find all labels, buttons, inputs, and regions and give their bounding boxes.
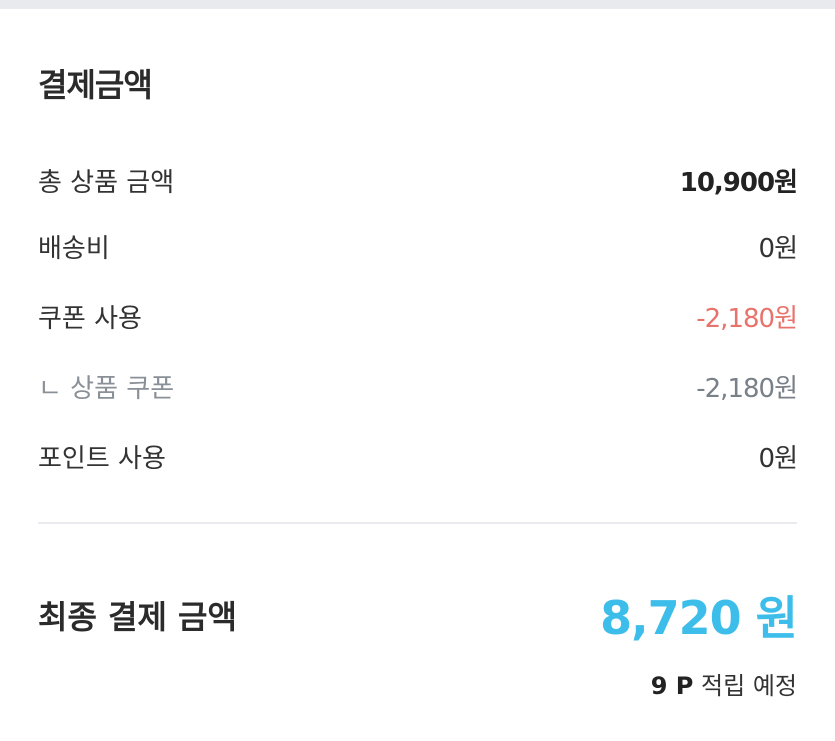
row-coupon: 쿠폰 사용 -2,180원: [38, 296, 798, 336]
row-shipping: 배송비 0원: [38, 226, 798, 266]
row-points-used: 포인트 사용 0원: [38, 436, 798, 476]
final-amount-row: 최종 결제 금액 8,720 원: [38, 582, 798, 648]
row-label: 총 상품 금액: [38, 167, 175, 198]
final-value: 8,720 원: [600, 591, 798, 645]
divider: [38, 522, 797, 524]
row-label: 배송비: [38, 233, 110, 264]
row-value: -2,180원: [696, 373, 798, 404]
points-label: 적립 예정: [701, 672, 797, 700]
row-total-product: 총 상품 금액 10,900원: [38, 160, 798, 200]
final-label: 최종 결제 금액: [38, 598, 237, 636]
row-value: -2,180원: [696, 303, 798, 334]
row-value: 10,900원: [679, 167, 798, 198]
row-label: 쿠폰 사용: [38, 303, 142, 334]
row-product-coupon: ㄴ 상품 쿠폰 -2,180원: [38, 366, 798, 406]
row-value: 0원: [758, 233, 798, 264]
points-earn: 9 P 적립 예정: [651, 666, 797, 701]
section-title: 결제금액: [38, 66, 153, 104]
points-amount: 9 P: [650, 672, 694, 700]
row-label: ㄴ 상품 쿠폰: [38, 373, 175, 404]
row-label: 포인트 사용: [38, 443, 166, 474]
top-bar: [0, 0, 835, 9]
row-value: 0원: [758, 443, 798, 474]
